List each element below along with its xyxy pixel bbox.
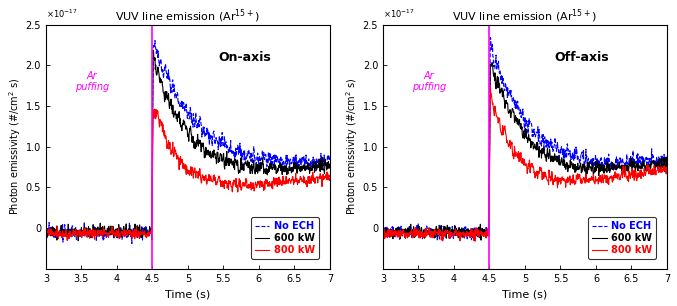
Text: Ar
puffing: Ar puffing: [412, 71, 446, 92]
Title: VUV line emission ($\mathrm{Ar^{15+}}$): VUV line emission ($\mathrm{Ar^{15+}}$): [452, 7, 598, 24]
800 kW: [544, 183, 552, 187]
No ECH: [223, 144, 232, 148]
600 kW: [477, 238, 485, 242]
No ECH: [624, 164, 632, 168]
800 kW: [561, 177, 569, 181]
800 kW: [59, 232, 67, 235]
Text: $\times 10^{-17}$: $\times 10^{-17}$: [383, 7, 414, 20]
No ECH: [379, 230, 387, 233]
Title: VUV line emission ($\mathrm{Ar^{15+}}$): VUV line emission ($\mathrm{Ar^{15+}}$): [115, 7, 261, 24]
600 kW: [624, 164, 632, 168]
No ECH: [486, 36, 494, 39]
Line: No ECH: No ECH: [46, 40, 330, 244]
Y-axis label: Photon emissivity (#/cm$^2$ s): Photon emissivity (#/cm$^2$ s): [7, 78, 23, 215]
600 kW: [326, 162, 334, 166]
No ECH: [544, 139, 552, 143]
600 kW: [561, 159, 569, 162]
800 kW: [595, 175, 603, 179]
800 kW: [663, 169, 671, 173]
800 kW: [326, 178, 334, 181]
No ECH: [128, 242, 136, 245]
600 kW: [207, 154, 215, 158]
No ECH: [396, 225, 404, 229]
600 kW: [287, 166, 295, 170]
800 kW: [42, 233, 50, 236]
800 kW: [215, 174, 223, 178]
800 kW: [258, 185, 266, 189]
No ECH: [215, 143, 223, 146]
600 kW: [59, 231, 67, 234]
600 kW: [42, 230, 50, 233]
600 kW: [488, 61, 496, 65]
800 kW: [396, 234, 404, 238]
No ECH: [552, 147, 560, 151]
X-axis label: Time (s): Time (s): [502, 289, 548, 299]
800 kW: [150, 107, 158, 111]
Text: On-axis: On-axis: [218, 50, 271, 64]
No ECH: [595, 163, 603, 166]
X-axis label: Time (s): Time (s): [165, 289, 211, 299]
Legend: No ECH, 600 kW, 800 kW: No ECH, 600 kW, 800 kW: [251, 217, 320, 259]
Line: 800 kW: 800 kW: [46, 109, 330, 241]
No ECH: [663, 163, 671, 166]
No ECH: [287, 162, 295, 166]
800 kW: [471, 239, 479, 243]
800 kW: [223, 185, 232, 188]
600 kW: [663, 168, 671, 172]
Text: Off-axis: Off-axis: [554, 50, 609, 64]
800 kW: [552, 178, 560, 182]
600 kW: [223, 160, 232, 164]
800 kW: [379, 231, 387, 234]
600 kW: [595, 171, 603, 174]
Line: No ECH: No ECH: [383, 38, 667, 241]
No ECH: [433, 239, 441, 243]
Legend: No ECH, 600 kW, 800 kW: No ECH, 600 kW, 800 kW: [588, 217, 657, 259]
600 kW: [379, 231, 387, 235]
600 kW: [74, 239, 83, 243]
Text: Ar
puffing: Ar puffing: [75, 71, 109, 92]
600 kW: [149, 48, 157, 52]
800 kW: [63, 239, 71, 242]
800 kW: [287, 180, 295, 183]
No ECH: [561, 157, 569, 161]
No ECH: [258, 157, 266, 161]
800 kW: [207, 178, 215, 182]
Line: 600 kW: 600 kW: [46, 50, 330, 241]
Line: 600 kW: 600 kW: [383, 63, 667, 240]
No ECH: [207, 134, 215, 138]
800 kW: [486, 84, 494, 87]
No ECH: [151, 39, 159, 42]
600 kW: [215, 160, 223, 163]
600 kW: [258, 161, 266, 164]
800 kW: [624, 174, 632, 178]
600 kW: [396, 237, 404, 240]
Text: $\times 10^{-17}$: $\times 10^{-17}$: [46, 7, 78, 20]
No ECH: [42, 227, 50, 231]
No ECH: [326, 158, 334, 162]
600 kW: [544, 157, 552, 161]
No ECH: [59, 228, 67, 232]
Y-axis label: Photon emissivity (#/cm$^2$ s): Photon emissivity (#/cm$^2$ s): [344, 78, 360, 215]
Line: 800 kW: 800 kW: [383, 85, 667, 241]
600 kW: [552, 155, 560, 158]
